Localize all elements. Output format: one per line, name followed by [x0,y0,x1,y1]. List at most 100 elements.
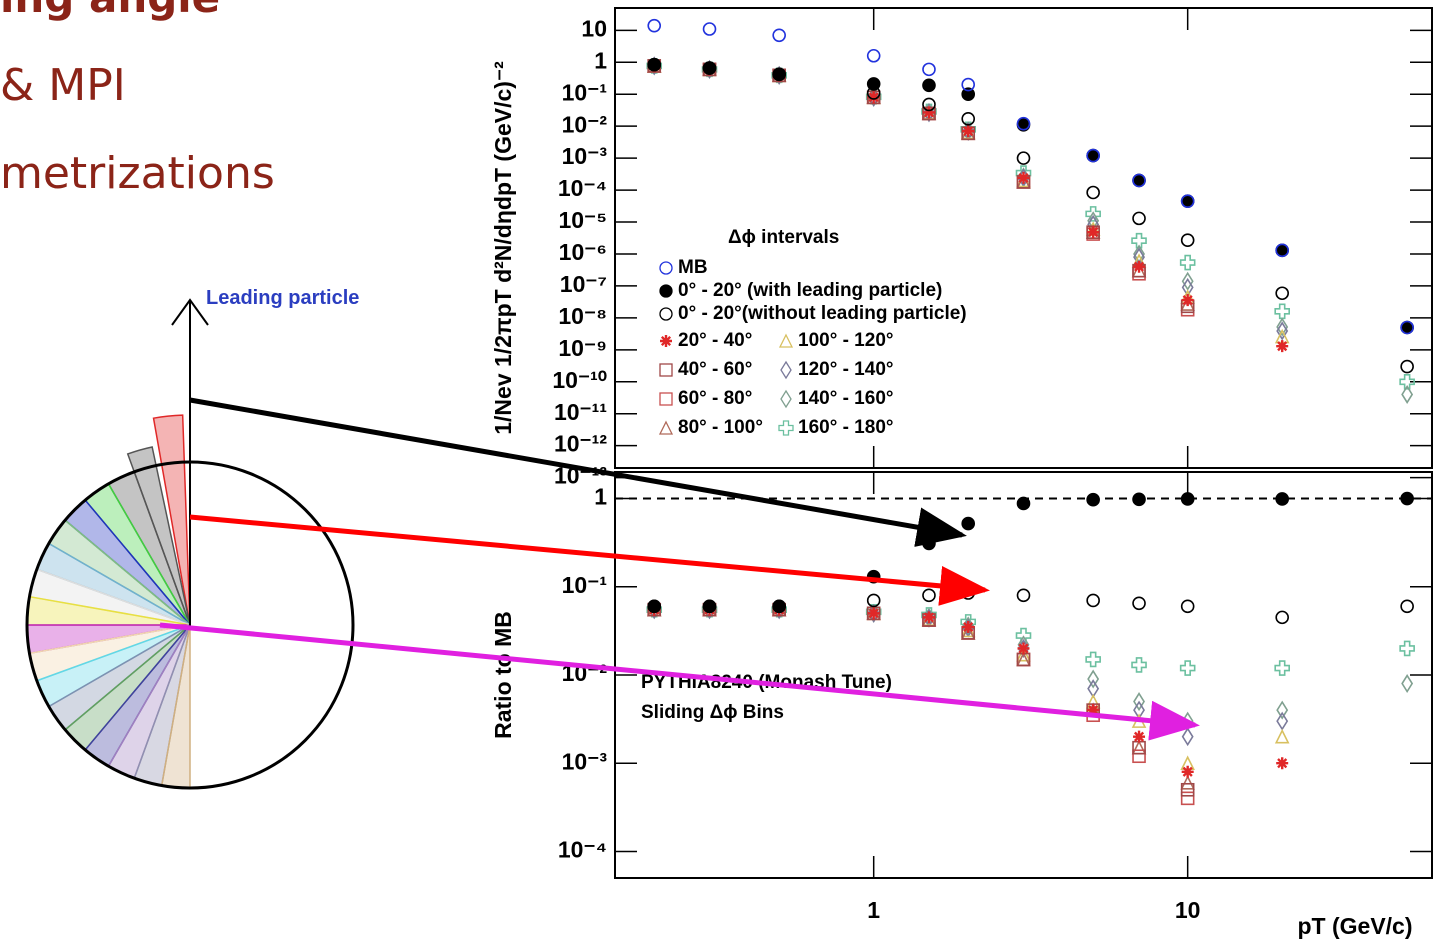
marker [1274,303,1290,320]
y-tick-label: 10⁻¹¹ [554,399,607,425]
legend-label: 60° - 80° [678,388,752,409]
marker [961,112,976,126]
y-tick-label: 10⁻⁹ [558,335,607,361]
slide-heading: ing angle [0,0,220,22]
marker [1400,599,1414,614]
marker [1276,757,1289,770]
legend-label: 120° - 140° [798,359,893,380]
marker [1276,700,1289,720]
marker [867,91,880,104]
marker [1180,194,1195,208]
marker [1275,243,1289,258]
pie-wedge [152,414,191,626]
marker [1276,317,1289,337]
marker [922,106,935,119]
y-axis-label: Ratio to MB [490,611,516,739]
y-tick-label: 10⁻⁴ [558,837,607,863]
y-tick-label: 10⁻³ [562,143,608,169]
marker [659,363,673,377]
marker [1180,233,1195,247]
chart-panel: 10 1 10⁻¹ 10⁻² 10⁻³ 10⁻⁴ 10⁻⁵ 10⁻⁶ 10⁻⁷ 10⁻⁸ 10⁻⁹ 1… [490,7,1433,489]
legend-title: Δϕ intervals [728,227,839,248]
marker [778,333,794,348]
y-tick-label: 10 [581,15,607,41]
arrow [189,514,990,606]
marker [1085,651,1101,668]
marker [1179,660,1196,676]
marker [1181,727,1194,747]
marker [1133,260,1146,273]
legend-label: 40° - 60° [678,359,752,380]
annotation: Sliding Δϕ Bins [641,702,784,723]
marker [1016,496,1031,511]
marker [1086,492,1100,507]
marker [1133,692,1145,712]
marker [1275,610,1289,625]
marker [1276,711,1289,731]
y-tick-label: 10⁻¹ [562,572,607,598]
chart-panel: 1 10⁻¹ 10⁻² 10⁻³ 10⁻⁴ 1 10 Ratio to MB pT (GeV/c… [490,8,1433,939]
marker [1400,491,1414,506]
legend-label: 20° - 40° [678,330,752,351]
y-tick-label: 10⁻⁸ [558,303,607,329]
marker [1132,749,1146,764]
marker [778,420,794,436]
marker [961,516,976,531]
arrow [189,397,967,547]
y-tick-label: 10⁻⁴ [558,175,607,201]
marker [1132,211,1146,226]
leading-arrow [171,298,209,627]
marker [962,125,975,138]
marker [1086,593,1100,608]
marker [772,28,786,43]
marker [660,335,672,347]
y-tick-label: 10⁻² [562,111,608,137]
marker [659,392,673,406]
legend-label: 100° - 120° [798,330,893,351]
marker [1017,642,1030,655]
marker [772,67,786,82]
marker [1086,148,1100,163]
y-tick-label: 1 [594,47,607,73]
y-tick-label: 1 [594,484,607,510]
marker [1399,373,1415,390]
marker [1131,657,1147,673]
marker [659,307,673,321]
y-tick-label: 10⁻¹ [562,79,607,105]
marker [1401,384,1414,404]
legend-label: 80° - 100° [678,417,763,438]
marker [1087,669,1100,689]
marker [1181,294,1194,307]
marker [1180,791,1195,806]
marker [1400,320,1414,335]
marker [1016,151,1031,165]
marker [1016,116,1031,131]
marker [647,57,662,72]
marker [1132,173,1146,188]
marker [1181,277,1194,297]
slide-bullet: & MPI [0,60,126,111]
marker [922,97,936,112]
marker [1400,359,1414,374]
marker [1132,492,1146,507]
y-tick-label: 10⁻⁷ [560,271,607,297]
diagram-label: Leading particle [206,287,359,309]
marker [1016,646,1031,662]
marker [1016,588,1031,603]
marker [1133,730,1146,743]
marker [702,22,717,36]
arrow [159,622,1200,741]
y-axis-label: 1/Nev 1/2πpT d²N/dηdpT (GeV/c)⁻² [490,61,516,435]
marker [1180,782,1195,797]
marker [1017,171,1030,184]
legend-label: 160° - 180° [798,417,893,438]
marker [1132,740,1146,755]
plot-frame [614,7,1433,469]
marker [1179,254,1196,271]
marker [1275,492,1289,506]
marker [1401,674,1414,694]
marker [1275,286,1289,301]
marker [659,284,673,298]
